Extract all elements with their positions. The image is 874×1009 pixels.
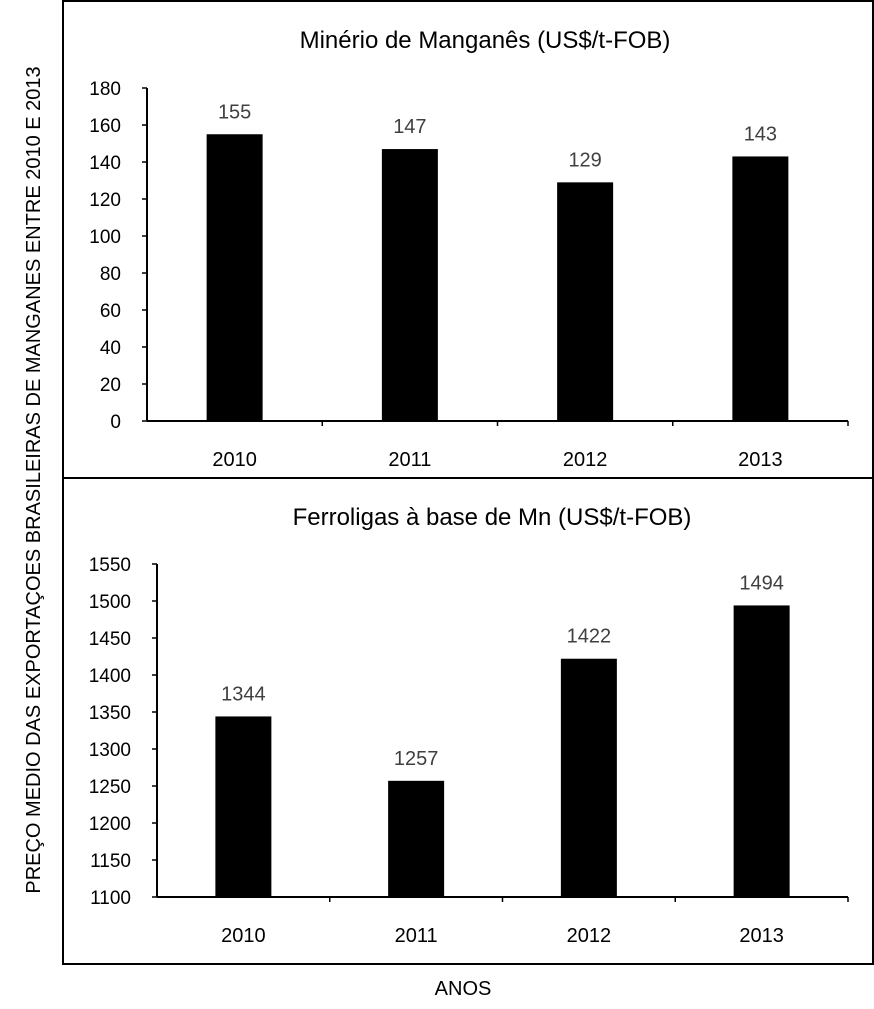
- x-tick-label: 2012: [563, 449, 608, 471]
- chart-title: Ferroligas à base de Mn (US$/t-FOB): [293, 504, 692, 531]
- chart-marks: 0 20 40 60 80 100 120 140 160 180 155 2010 147 2011 12…: [89, 79, 849, 471]
- y-tick-label: 1250: [89, 777, 131, 798]
- bar-2011: [388, 780, 445, 897]
- y-tick-label: 1300: [89, 740, 131, 761]
- x-axis-title: ANOS: [435, 978, 492, 1000]
- x-tick-label: 2013: [739, 925, 784, 947]
- chart-marks: 1100 1150 1200 1250 1300 1350 1400 1450 1500 1550…: [89, 555, 849, 947]
- figure-frame: [62, 0, 874, 965]
- y-tick-label: 1150: [90, 851, 131, 872]
- y-tick-label: 20: [100, 375, 121, 396]
- y-tick-label: 1400: [89, 666, 131, 687]
- bar-2013: [733, 605, 790, 897]
- chart-minerio: Minério de Manganês (US$/t-FOB) 0 20 40 60 8…: [89, 27, 849, 471]
- y-tick-label: 140: [89, 153, 121, 174]
- chart-title: Minério de Manganês (US$/t-FOB): [300, 27, 671, 54]
- data-label: 143: [744, 123, 777, 145]
- y-tick-label: 1450: [89, 629, 131, 650]
- y-tick-label: 180: [89, 79, 121, 100]
- y-tick-label: 0: [110, 412, 121, 433]
- y-tick-label: 1100: [90, 888, 131, 909]
- x-tick-label: 2010: [221, 925, 266, 947]
- y-tick-label: 100: [89, 227, 121, 248]
- bar-2013: [732, 156, 789, 421]
- y-tick-label: 80: [100, 264, 121, 285]
- y-tick-label: 40: [100, 338, 121, 359]
- y-tick-label: 1200: [89, 814, 131, 835]
- x-tick-label: 2013: [738, 449, 783, 471]
- data-label: 147: [393, 116, 426, 138]
- y-tick-label: 60: [100, 301, 121, 322]
- data-label: 1344: [221, 683, 266, 705]
- y-tick-label: 1550: [89, 555, 131, 576]
- x-tick-label: 2011: [388, 449, 431, 471]
- y-axis-title: PREÇO MEDIO DAS EXPORTAÇOES BRASILEIRAS …: [23, 66, 45, 893]
- y-tick-label: 120: [89, 190, 121, 211]
- y-tick-label: 160: [89, 116, 121, 137]
- bar-2012: [560, 658, 617, 897]
- bar-2010: [206, 134, 263, 421]
- bar-2012: [557, 182, 614, 421]
- bar-2011: [381, 149, 438, 422]
- data-label: 155: [218, 101, 251, 123]
- data-label: 1494: [739, 572, 784, 594]
- y-tick-label: 1350: [89, 703, 131, 724]
- data-label: 1257: [394, 748, 439, 770]
- data-label: 1422: [567, 626, 612, 648]
- chart-ferroligas: Ferroligas à base de Mn (US$/t-FOB) 1100…: [89, 504, 849, 947]
- bar-2010: [215, 716, 272, 897]
- x-tick-label: 2010: [212, 449, 257, 471]
- x-tick-label: 2012: [567, 925, 612, 947]
- data-label: 129: [568, 149, 601, 171]
- y-tick-label: 1500: [89, 592, 131, 613]
- x-tick-label: 2011: [395, 925, 438, 947]
